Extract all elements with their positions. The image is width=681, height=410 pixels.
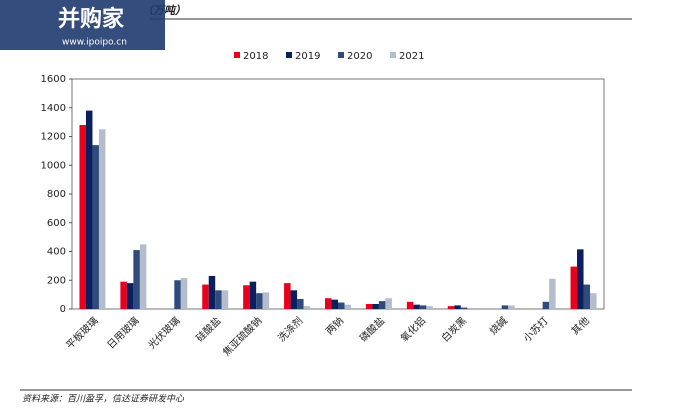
bar: [372, 303, 379, 309]
bar: [79, 125, 86, 309]
bar: [385, 298, 392, 309]
x-tick-label: 白炭黑: [439, 314, 469, 344]
bar: [290, 290, 298, 309]
bar: [208, 275, 216, 309]
x-tick-label: 两钠: [323, 314, 346, 337]
y-tick-label: 1200: [41, 132, 66, 143]
bar: [338, 302, 345, 309]
bar: [426, 306, 433, 309]
bar: [215, 290, 222, 309]
x-tick-label: 光伏玻璃: [145, 314, 182, 351]
x-tick-label: 磷酸盐: [357, 314, 387, 344]
legend-swatch: [234, 52, 240, 58]
bar: [133, 250, 140, 309]
x-tick-label: 小苏打: [520, 314, 550, 344]
bar: [174, 280, 181, 309]
y-tick-label: 800: [47, 189, 66, 200]
bar: [590, 293, 597, 309]
bar: [406, 301, 414, 309]
y-tick-label: 400: [47, 247, 66, 258]
x-tick-label: 烧碱: [487, 314, 510, 337]
legend-label: 2019: [295, 51, 320, 62]
bar: [249, 281, 257, 309]
bar: [120, 281, 127, 309]
y-tick-label: 1000: [41, 160, 66, 171]
bar: [221, 290, 229, 309]
bar: [180, 278, 188, 309]
x-tick-label: 焦亚硫酸钠: [220, 314, 265, 359]
bar: [501, 305, 509, 309]
bar: [413, 304, 420, 309]
bar: [139, 244, 147, 309]
bar: [344, 304, 351, 309]
watermark-brand: 并购家: [58, 6, 125, 32]
y-tick-label: 1400: [41, 103, 66, 114]
bar: [549, 278, 556, 309]
legend-swatch: [286, 52, 292, 58]
y-tick-label: 200: [47, 275, 66, 286]
bar: [85, 110, 93, 309]
legend-swatch: [338, 52, 344, 58]
bar: [262, 292, 270, 309]
legend-label: 2020: [347, 51, 372, 62]
bar: [98, 129, 106, 309]
bar: [577, 249, 584, 309]
bar: [202, 284, 209, 309]
legend-label: 2021: [399, 51, 424, 62]
x-tick-label: 氧化铝: [398, 314, 428, 344]
plot-frame: [71, 78, 605, 310]
bar: [126, 283, 134, 309]
bar: [243, 285, 250, 309]
watermark-bg: [0, 0, 165, 50]
bar: [454, 305, 461, 309]
bar: [284, 283, 291, 309]
x-tick-label: 其他: [568, 314, 591, 337]
y-tick-label: 0: [60, 304, 66, 315]
bar: [447, 306, 455, 309]
bar: [508, 305, 515, 309]
source: 资料来源：百川盈孚，信达证券研发中心: [22, 394, 185, 405]
bar: [419, 305, 427, 309]
bar: [542, 301, 550, 309]
bar: [570, 266, 578, 309]
bar: [378, 301, 386, 309]
watermark-url: www.ipoipo.cn: [62, 38, 127, 48]
watermark: 并购家 www.ipoipo.cn: [0, 0, 165, 50]
bar: [256, 293, 263, 309]
x-tick-label: 硅酸盐: [193, 314, 223, 344]
bar: [583, 284, 591, 309]
bar: [331, 299, 338, 309]
bar: [297, 298, 304, 309]
y-tick-label: 1600: [41, 74, 66, 85]
bar: [460, 307, 468, 309]
bar: [325, 298, 332, 309]
x-tick-label: 日用玻璃: [104, 314, 141, 351]
x-tick-label: 平板玻璃: [63, 314, 100, 351]
bar: [92, 145, 99, 309]
x-tick-label: 洗涤剂: [275, 314, 305, 344]
y-tick-label: 600: [47, 218, 66, 229]
bar: [365, 303, 373, 309]
bar: [303, 306, 311, 309]
legend-swatch: [390, 52, 396, 58]
legend-label: 2018: [243, 51, 268, 62]
